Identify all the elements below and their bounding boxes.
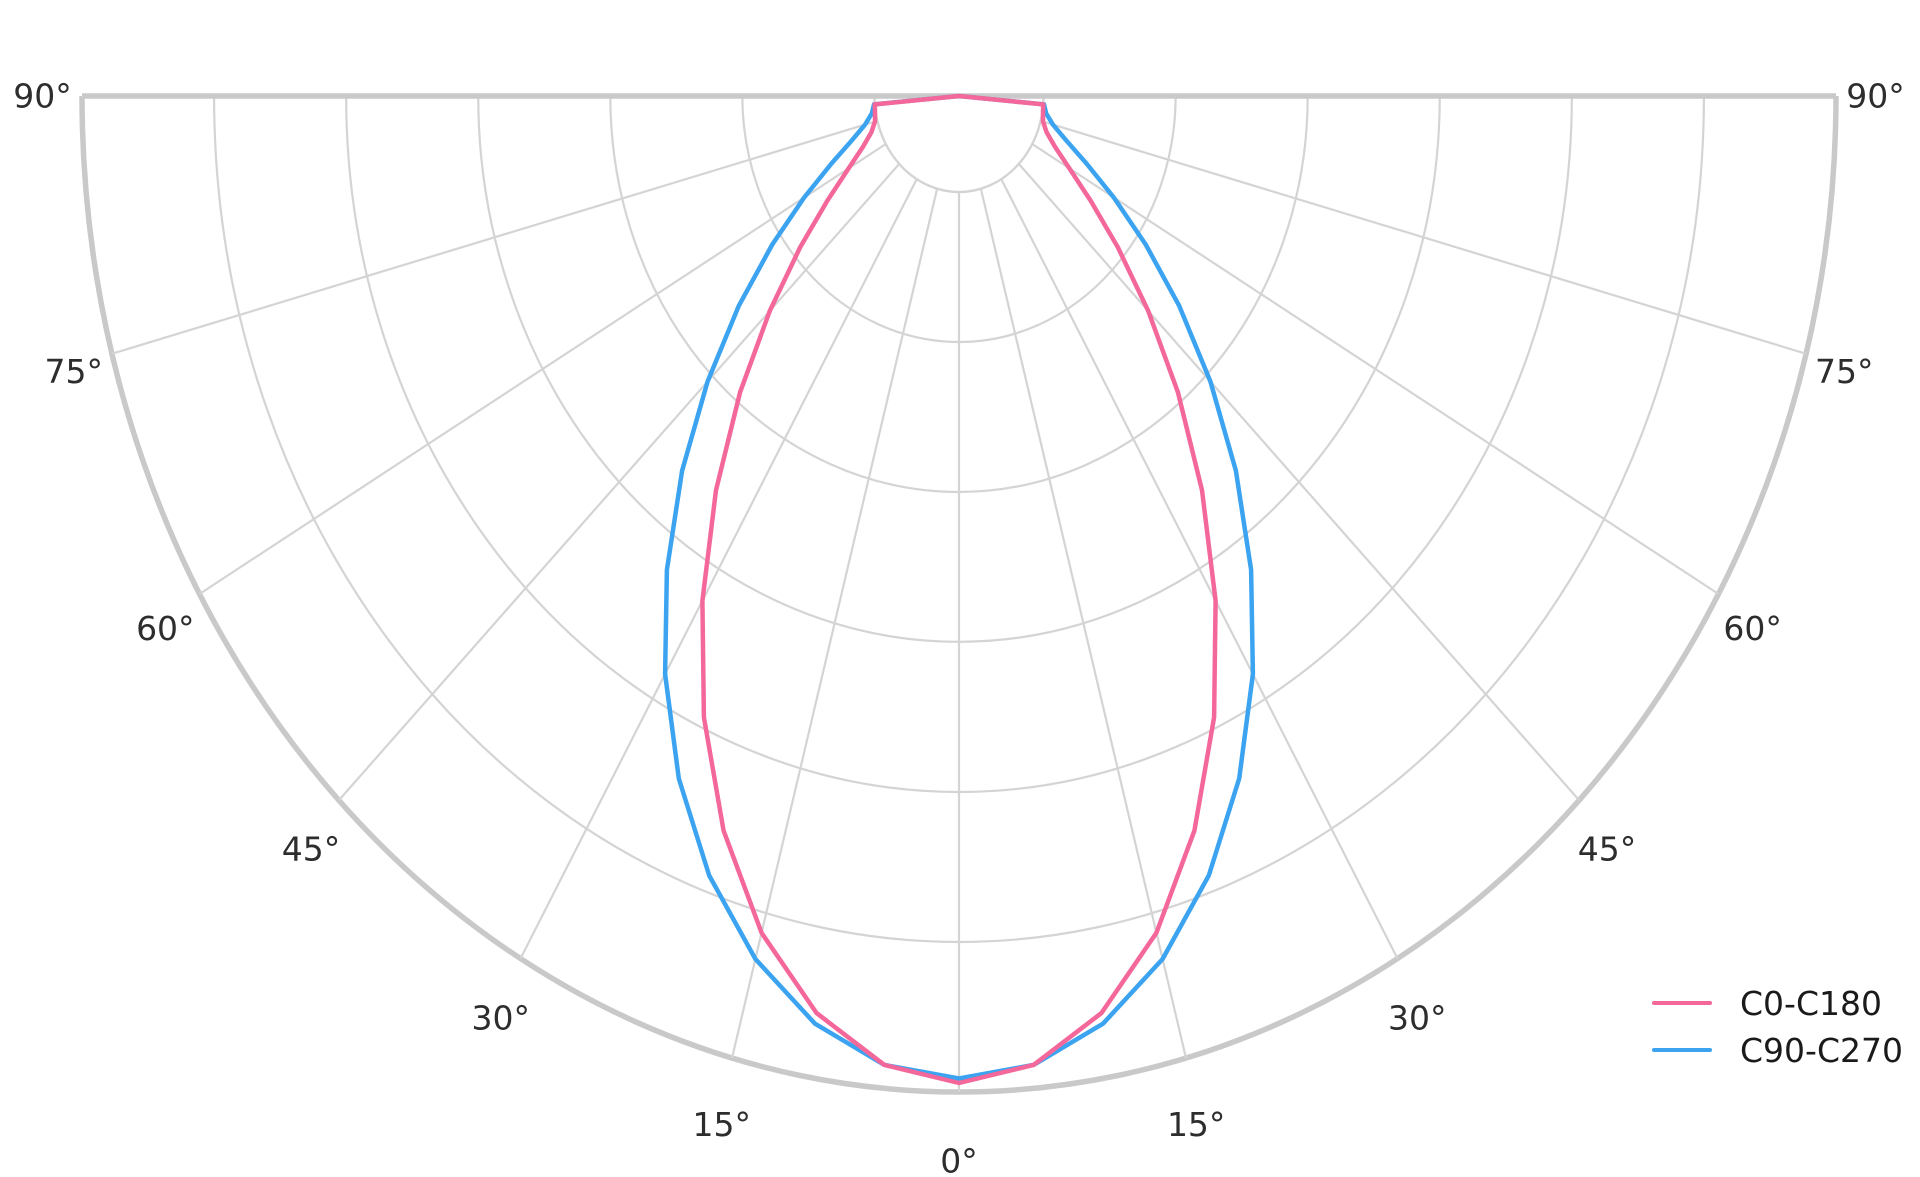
angle-spoke [111,119,878,355]
legend: C0-C180 C90-C270 [1652,984,1903,1069]
angle-tick-label: 0° [940,1141,978,1177]
angle-tick-label: 15° [1167,1105,1226,1144]
angle-tick-label: 90° [1846,77,1905,116]
angle-spoke [198,143,887,595]
series-curve-c90-c270 [662,93,1256,1081]
angle-spoke [1040,119,1807,355]
angle-spoke [338,163,901,802]
legend-item-c90-c270: C90-C270 [1652,1031,1903,1069]
angle-tick-label: 90° [13,77,72,116]
angle-tick-label: 15° [693,1105,752,1144]
angle-spoke [1031,143,1720,595]
angle-tick-label: 75° [45,352,104,391]
legend-label-c90-c270: C90-C270 [1740,1030,1903,1070]
angle-spoke [1000,178,1399,960]
series-curve-c0-c180 [700,93,1218,1086]
angle-tick-label: 30° [1388,999,1447,1038]
polar-grid [79,95,1839,1095]
intensity-curves [662,93,1256,1086]
angle-spoke [979,188,1188,1059]
legend-item-c0-c180: C0-C180 [1652,984,1903,1022]
legend-line-swatch-c0-c180 [1652,1001,1712,1005]
angle-tick-label: 75° [1815,352,1874,391]
angle-tick-label: 45° [282,829,341,868]
angle-tick-labels: 0° 15° 15° 30° 30° 45° 45° 60° 60° 75° 75° 90° 90° [13,77,1904,1177]
legend-label-c0-c180: C0-C180 [1740,983,1882,1023]
angle-spoke [519,178,918,960]
angle-tick-label: 60° [1723,609,1782,648]
angle-tick-label: 45° [1578,829,1637,868]
angle-tick-label: 60° [136,609,195,648]
angle-spoke [1017,163,1580,802]
inner-hole-ring [873,95,1045,193]
angle-spoke [730,188,939,1059]
angle-tick-label: 30° [472,999,531,1038]
legend-line-swatch-c90-c270 [1652,1048,1712,1052]
